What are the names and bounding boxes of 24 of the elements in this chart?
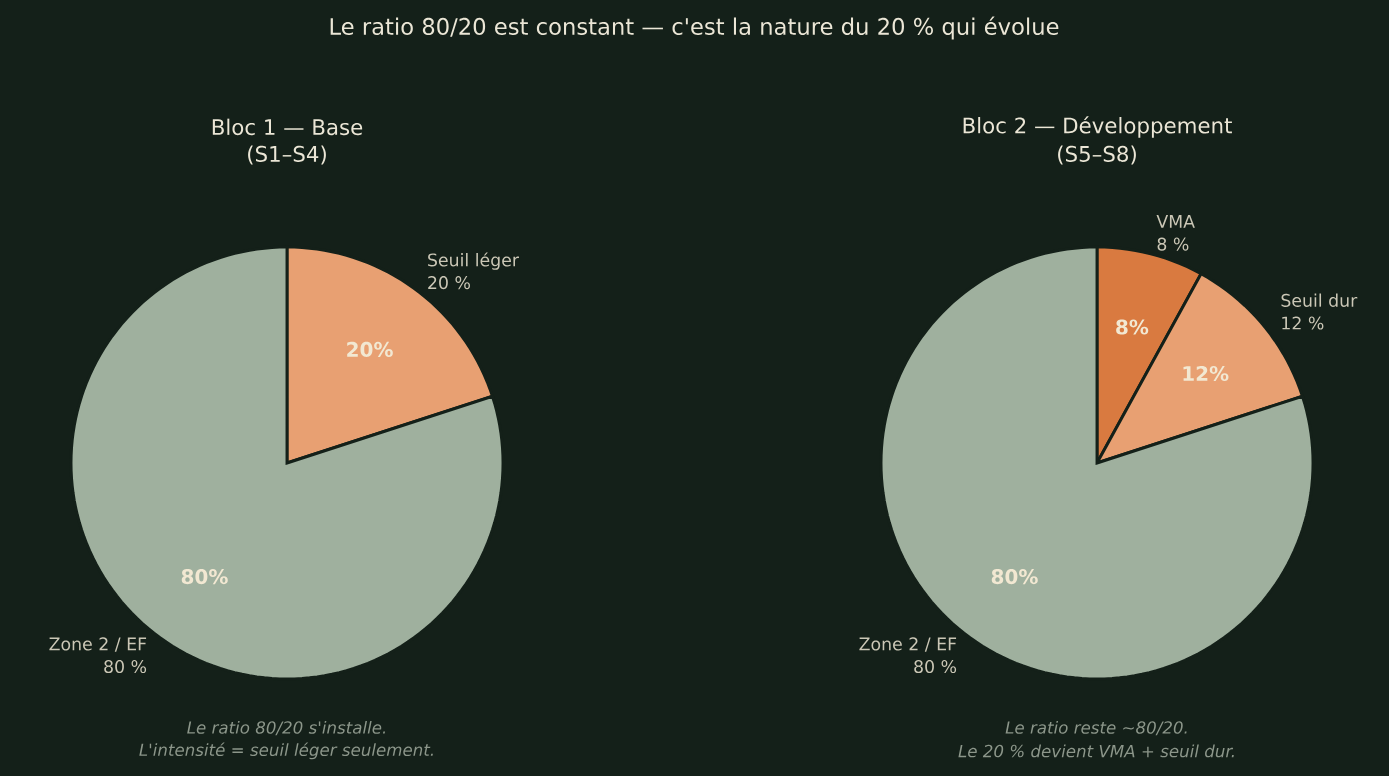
chart-title: Bloc 1 — Base [212, 118, 363, 136]
text: 12 % [1282, 316, 1324, 330]
text: 80 % [914, 660, 957, 674]
data-label: 8% [1116, 319, 1149, 335]
text: Le ratio 80/20 est constant — c'est la nature du 20 % qui évolue [330, 16, 1059, 40]
text: L'intensité = seuil léger seulement. [139, 742, 433, 760]
text: Le ratio 80/20 s'installe. [187, 720, 386, 736]
text: 80 % [104, 660, 147, 674]
slice-label: Seuil léger [428, 252, 519, 270]
data-label: 80% [181, 569, 228, 585]
slice-label: VMA [1156, 215, 1195, 228]
slice-label: Zone 2 / EF [49, 637, 147, 652]
data-label: 80% [991, 569, 1038, 585]
text: 20 % [428, 276, 470, 290]
text: Le 20 % devient VMA + seuil dur. [958, 744, 1234, 758]
text: 8 % [1157, 237, 1189, 251]
chart-subtitle: (S5–S8) [1058, 145, 1136, 165]
data-label: 12% [1183, 365, 1229, 382]
chart-title: Bloc 2 — Développement [963, 116, 1232, 138]
text: Le ratio reste ~80/20. [1005, 720, 1187, 736]
data-label: 20% [347, 341, 393, 357]
chart-subtitle: (S1–S4) [248, 145, 326, 165]
slice-label: Zone 2 / EF [859, 637, 957, 652]
slice-label: Seuil dur [1281, 293, 1358, 307]
